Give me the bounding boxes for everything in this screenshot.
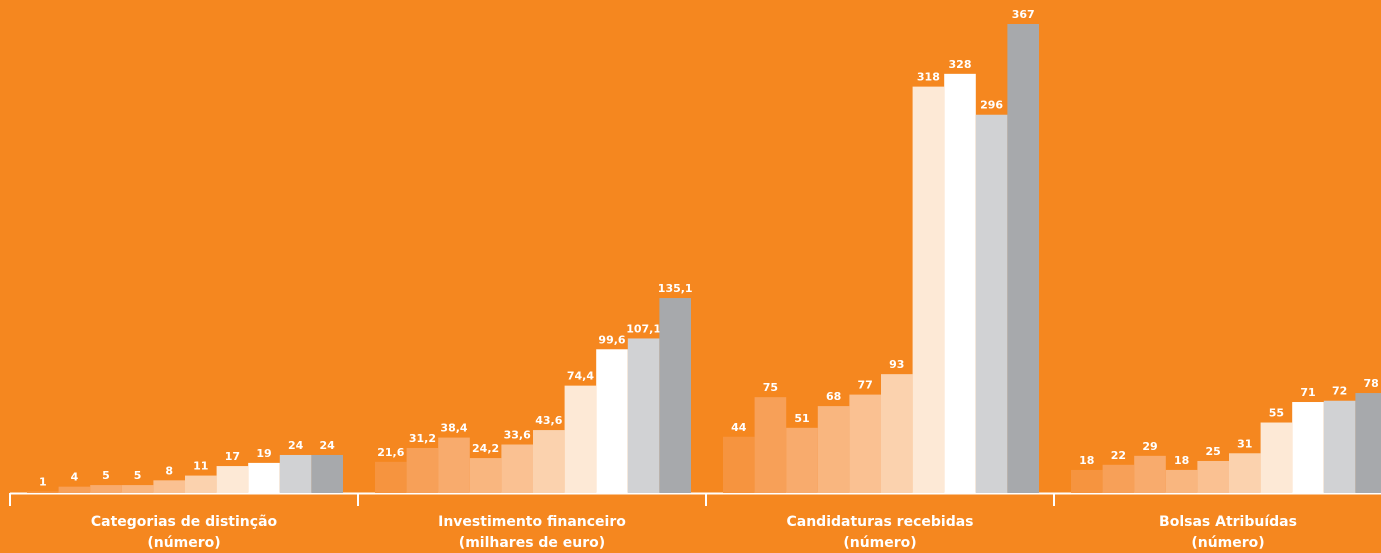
bar [564,385,597,493]
value-label: 5 [102,469,110,482]
value-label: 31 [1237,437,1252,450]
bar [1229,453,1261,493]
bar [1197,460,1229,493]
group-subtitle: (número) [843,535,916,551]
value-label: 31,2 [409,432,436,445]
value-label: 72 [1332,385,1347,398]
value-label: 77 [858,379,873,392]
bar [438,437,470,493]
bar [185,475,217,493]
value-label: 71 [1300,386,1315,399]
bar [627,338,660,493]
value-label: 24 [320,439,336,452]
value-label: 5 [134,469,142,482]
value-label: 135,1 [658,282,693,295]
bar [944,73,976,493]
bar [1260,422,1293,493]
bar [786,427,818,493]
bar [406,447,439,493]
value-label: 107,1 [626,322,661,335]
value-label: 22 [1111,449,1126,462]
bar [248,462,280,493]
bar [723,436,755,493]
group-subtitle: (milhares de euro) [459,535,605,551]
value-label: 38,4 [440,422,467,435]
value-label: 78 [1364,377,1379,390]
value-label: 75 [763,381,778,394]
group-title: Bolsas Atribuídas [1159,514,1297,530]
value-label: 1 [39,475,47,488]
bar [533,430,565,493]
value-label: 318 [917,71,940,84]
bar [1007,24,1039,493]
bar [1071,469,1103,493]
value-label: 25 [1206,445,1221,458]
bar [912,86,945,493]
bar [375,461,407,493]
value-label: 93 [889,358,904,371]
bar [1292,402,1324,493]
group-title: Categorias de distinção [91,514,278,530]
bar [469,458,502,493]
value-label: 24,2 [472,442,499,455]
value-label: 99,6 [598,333,625,346]
value-label: 328 [949,58,972,71]
bar [849,394,881,493]
value-label: 19 [256,447,271,460]
bar [596,349,628,493]
bar [754,397,787,493]
value-label: 17 [225,450,240,463]
group-title: Investimento financeiro [438,514,626,530]
value-label: 296 [980,99,1003,112]
value-label: 367 [1012,8,1035,21]
value-label: 11 [193,460,208,473]
value-label: 18 [1174,454,1189,467]
bar [27,491,59,493]
bar [1355,393,1381,493]
bar [817,406,850,493]
value-label: 33,6 [504,429,531,442]
bar [153,480,185,493]
value-label: 55 [1269,407,1284,420]
value-label: 68 [826,390,841,403]
bar [279,454,312,493]
bar [1165,469,1198,493]
bar [58,486,91,493]
value-label: 43,6 [535,414,562,427]
bar [90,485,122,493]
bar [1134,455,1166,493]
value-label: 8 [165,464,173,477]
bar [881,374,913,493]
bar [501,444,533,493]
value-label: 21,6 [377,446,404,459]
value-label: 44 [731,421,747,434]
bar [1102,464,1135,493]
value-label: 51 [794,412,809,425]
group-subtitle: (número) [147,535,220,551]
bar [975,114,1008,493]
value-label: 74,4 [567,370,594,383]
group-subtitle: (número) [1191,535,1264,551]
bar [121,485,154,493]
bar [659,298,691,493]
value-label: 29 [1142,440,1157,453]
value-label: 18 [1079,454,1094,467]
value-label: 4 [71,471,79,484]
value-label: 24 [288,439,304,452]
bar [311,454,343,493]
group-title: Candidaturas recebidas [786,514,973,530]
bar [1323,400,1356,493]
bar [216,466,249,493]
